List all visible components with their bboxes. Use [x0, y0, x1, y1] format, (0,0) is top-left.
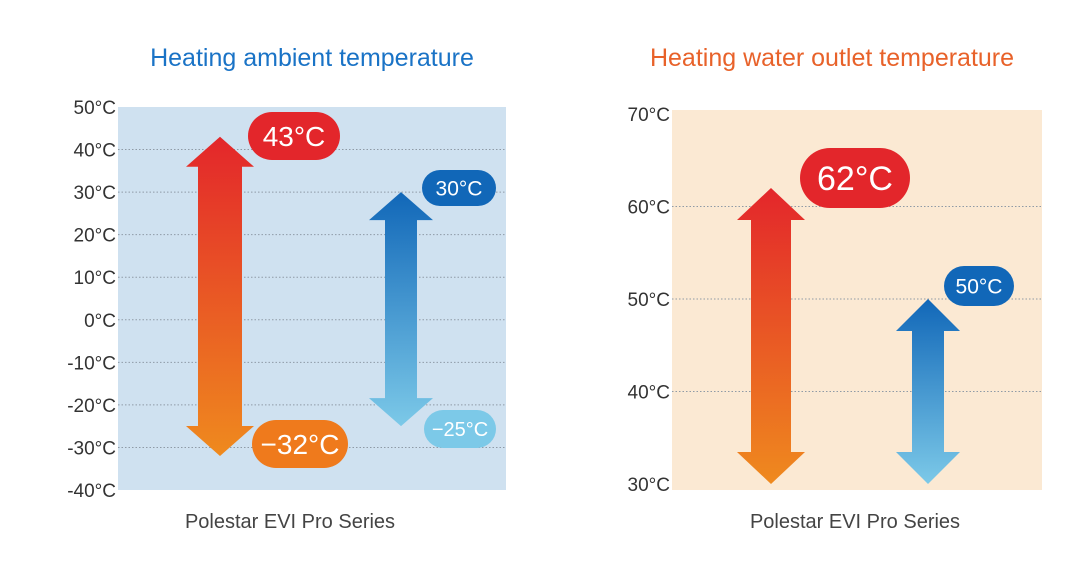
max-value-badge-label: 62°C [817, 160, 893, 198]
chart-caption: Polestar EVI Pro Series [185, 511, 395, 533]
y-tick-label: -30°C [67, 438, 116, 459]
max-value-badge-background [422, 170, 496, 206]
max-value-badge-background [944, 266, 1014, 306]
y-tick-label: 30°C [74, 183, 116, 204]
y-tick-label: 40°C [74, 141, 116, 162]
max-value-badge-background [248, 112, 340, 160]
chart-caption: Polestar EVI Pro Series [750, 511, 960, 533]
min-value-badge-label: −32°C [261, 429, 340, 460]
max-value-badge-label: 30°C [436, 178, 483, 201]
chart-panel-0: Heating ambient temperature 50°C 40°C 30°C 2… [67, 44, 506, 533]
y-tick-label: 50°C [74, 98, 116, 119]
max-value-badge-label: 50°C [956, 276, 1003, 299]
chart-title: Heating water outlet temperature [650, 44, 1014, 72]
y-tick-label: 10°C [74, 268, 116, 289]
max-value-badge-background [800, 148, 910, 208]
range-arrow-0 [737, 188, 805, 484]
min-value-badge-background [424, 410, 496, 448]
y-tick-label: 20°C [74, 226, 116, 247]
min-value-badge-background [252, 420, 348, 468]
y-tick-label: -20°C [67, 396, 116, 417]
range-arrow-0 [186, 136, 254, 456]
range-arrow-1 [369, 192, 433, 427]
y-tick-label: 30°C [628, 475, 670, 496]
y-tick-label: -40°C [67, 481, 116, 502]
y-tick-label: 60°C [628, 198, 670, 219]
max-value-badge-label: 43°C [263, 121, 326, 152]
min-value-badge-label: −25°C [432, 419, 488, 441]
y-tick-label: 0°C [84, 311, 116, 332]
y-tick-label: 70°C [628, 105, 670, 126]
y-tick-label: 40°C [628, 383, 670, 404]
chart-title: Heating ambient temperature [150, 44, 474, 72]
y-tick-label: 50°C [628, 290, 670, 311]
range-arrow-1 [896, 299, 960, 484]
chart-panel-1: Heating water outlet temperature 70°C 60°C… [628, 44, 1042, 533]
y-tick-label: -10°C [67, 353, 116, 374]
